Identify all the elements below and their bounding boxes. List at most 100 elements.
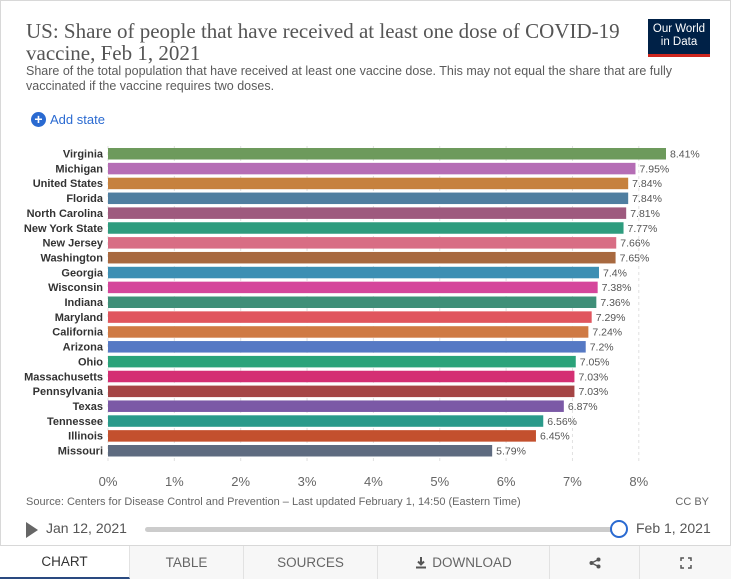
tab-fullscreen[interactable] (640, 546, 731, 579)
timeline-end-date: Feb 1, 2021 (636, 520, 711, 536)
category-label: New York State (24, 223, 103, 235)
bar (108, 415, 544, 427)
bar (108, 341, 586, 353)
x-tick-label: 3% (298, 474, 317, 489)
category-label: Virginia (63, 149, 104, 161)
x-tick-label: 4% (364, 474, 383, 489)
tab-chart-label: CHART (41, 554, 88, 569)
data-label: 6.56% (547, 416, 577, 428)
category-label: Ohio (78, 356, 103, 368)
x-tick-label: 8% (629, 474, 648, 489)
category-label: Pennsylvania (33, 386, 104, 398)
data-label: 6.87% (568, 401, 598, 413)
bar (108, 237, 617, 249)
data-label: 7.81% (630, 208, 660, 220)
category-label: Georgia (61, 267, 103, 279)
category-label: Florida (66, 193, 104, 205)
data-label: 7.24% (592, 327, 622, 339)
category-label: Indiana (64, 297, 103, 309)
tab-table-label: TABLE (165, 555, 208, 570)
add-state-label: Add state (50, 112, 105, 127)
x-tick-label: 6% (497, 474, 516, 489)
tab-download-label: DOWNLOAD (432, 555, 512, 570)
category-label: Wisconsin (48, 282, 103, 294)
x-tick-label: 2% (231, 474, 250, 489)
data-label: 7.03% (578, 386, 608, 398)
timeline-start-date: Jan 12, 2021 (46, 520, 127, 536)
data-label: 7.66% (620, 238, 650, 250)
bar (108, 430, 536, 442)
tab-download[interactable]: DOWNLOAD (378, 546, 550, 579)
data-label: 7.4% (603, 267, 627, 279)
bar (108, 400, 564, 412)
logo-line-1: Our World (652, 23, 706, 35)
data-label: 7.03% (578, 371, 608, 383)
data-label: 7.29% (596, 312, 626, 324)
data-label: 7.95% (639, 163, 669, 175)
chart-title: US: Share of people that have received a… (26, 19, 620, 65)
bar (108, 385, 575, 398)
category-label: Washington (40, 252, 103, 264)
data-label: 6.45% (540, 431, 570, 443)
x-tick-label: 7% (563, 474, 582, 489)
tab-share[interactable] (550, 546, 640, 579)
download-icon (416, 557, 427, 569)
x-tick-label: 5% (430, 474, 449, 489)
bar (108, 177, 629, 190)
bar (108, 311, 592, 323)
add-state-button[interactable]: + Add state (31, 112, 105, 127)
data-label: 8.41% (670, 149, 700, 161)
category-label: Arizona (63, 342, 104, 354)
bar (108, 370, 575, 383)
bar (108, 296, 597, 308)
data-label: 5.79% (496, 446, 526, 458)
timeline: Jan 12, 2021 Feb 1, 2021 (0, 516, 731, 544)
category-label: Missouri (58, 446, 103, 458)
timeline-track[interactable] (145, 527, 619, 532)
category-label: North Carolina (27, 208, 104, 220)
category-label: United States (33, 178, 103, 190)
data-label: 7.2% (590, 342, 614, 354)
plus-circle-icon: + (31, 112, 46, 127)
source-note: Source: Centers for Disease Control and … (26, 496, 521, 508)
bar (108, 192, 629, 205)
data-label: 7.65% (620, 252, 650, 264)
logo-line-2: in Data (660, 36, 698, 48)
category-label: Massachusetts (24, 371, 103, 383)
share-icon (589, 557, 600, 568)
category-label: California (52, 327, 104, 339)
bar (108, 326, 589, 338)
bar (108, 222, 624, 234)
play-icon[interactable] (26, 522, 38, 538)
license-link[interactable]: CC BY (675, 496, 709, 508)
bar (108, 207, 627, 219)
bar-chart: 0% 1% 2% 3% 4% 5% 6% 7% 8% Virginia 8.41% Michigan 7… (24, 146, 700, 489)
bar (108, 266, 599, 279)
category-label: Tennessee (47, 416, 103, 428)
bar (108, 162, 636, 175)
bar (108, 251, 616, 264)
category-label: Texas (73, 401, 103, 413)
data-label: 7.05% (580, 356, 610, 368)
tab-chart[interactable]: CHART (0, 546, 130, 579)
category-label: Maryland (55, 312, 103, 324)
x-tick-label: 0% (99, 474, 118, 489)
tab-table[interactable]: TABLE (130, 546, 244, 579)
tab-sources-label: SOURCES (277, 555, 344, 570)
timeline-handle[interactable] (610, 520, 628, 538)
fullscreen-icon (679, 556, 692, 569)
data-label: 7.38% (602, 282, 632, 294)
owid-logo[interactable]: Our World in Data (648, 19, 710, 57)
data-label: 7.84% (632, 178, 662, 190)
tab-bar: CHART TABLE SOURCES DOWNLOAD (0, 545, 731, 579)
chart-subtitle: Share of the total population that have … (26, 64, 673, 93)
bar (108, 281, 598, 294)
bar (108, 355, 576, 368)
tab-sources[interactable]: SOURCES (244, 546, 378, 579)
x-tick-label: 1% (165, 474, 184, 489)
bar (108, 445, 493, 457)
category-label: Illinois (68, 431, 103, 443)
category-label: Michigan (55, 163, 103, 175)
data-label: 7.36% (600, 297, 630, 309)
data-label: 7.84% (632, 193, 662, 205)
